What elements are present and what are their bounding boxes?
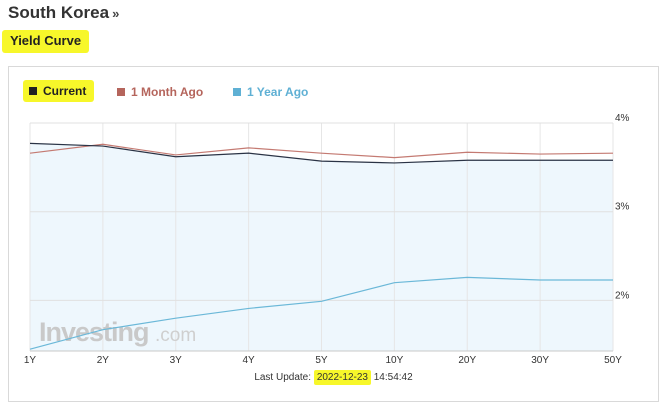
section-title: Yield Curve (2, 30, 90, 53)
legend-label-1-year-ago: 1 Year Ago (247, 85, 309, 99)
x-tick-label: 4Y (243, 355, 256, 366)
legend-label-current: Current (43, 84, 87, 98)
country-title-link[interactable]: South Korea (8, 3, 110, 22)
last-update: Last Update: 2022-12-23 14:54:42 (9, 370, 658, 385)
series-line-1-year-ago (29, 276, 613, 350)
legend-item-1-month-ago[interactable]: 1 Month Ago (117, 85, 203, 99)
series-line-1-month-ago (29, 143, 614, 159)
last-update-date: 2022-12-23 (313, 370, 371, 385)
chart-panel: Current 1 Month Ago 1 Year Ago 4% 3% 2% Inv… (8, 66, 659, 402)
legend-label-1-month-ago: 1 Month Ago (131, 85, 204, 99)
x-tick-label: 1Y (24, 355, 37, 366)
legend-swatch-1-year-ago (233, 88, 241, 96)
last-update-time: 14:54:42 (373, 372, 413, 383)
x-tick-label: 20Y (458, 355, 476, 366)
last-update-prefix: Last Update: (254, 372, 312, 383)
x-tick-label: 2Y (97, 355, 110, 366)
x-tick-label: 3Y (170, 355, 183, 366)
x-tick-label: 10Y (385, 355, 403, 366)
raquo-icon: » (112, 6, 120, 21)
series-line-current (29, 142, 613, 164)
investing-logo-suffix: .com (155, 325, 196, 346)
y-tick-label: 3% (615, 202, 630, 213)
legend-item-current[interactable]: Current (23, 80, 95, 102)
x-tick-label: 30Y (531, 355, 549, 366)
x-tick-label: 50Y (604, 355, 622, 366)
legend-swatch-1-month-ago (117, 88, 125, 96)
x-tick-label: 5Y (315, 355, 328, 366)
chart-legend: Current 1 Month Ago 1 Year Ago (9, 67, 658, 107)
page-header: South Korea» (8, 2, 119, 24)
legend-item-1-year-ago[interactable]: 1 Year Ago (233, 85, 308, 99)
y-tick-label: 2% (615, 290, 630, 301)
y-tick-label: 4% (615, 113, 630, 124)
legend-swatch-current (29, 87, 37, 95)
